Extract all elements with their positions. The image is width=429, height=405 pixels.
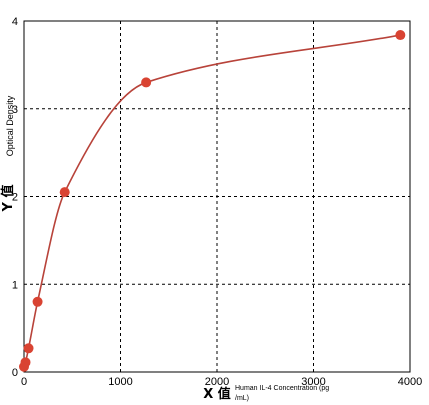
tick-labels: 0 1000 2000 3000 4000 0 1 2 3 4 xyxy=(12,16,422,388)
data-point xyxy=(23,343,34,354)
data-point xyxy=(20,357,31,368)
data-point xyxy=(141,77,152,88)
data-point xyxy=(32,296,43,307)
x-axis-title-line-2: /mL) xyxy=(235,395,249,402)
data-points xyxy=(19,30,406,372)
y-axis-title: Optical Density xyxy=(5,95,15,156)
data-point xyxy=(395,30,406,41)
x-tick-label: 0 xyxy=(21,376,27,388)
y-tick-label: 2 xyxy=(12,192,18,204)
x-tick-label: 1000 xyxy=(108,376,132,388)
y-tick-label: 3 xyxy=(12,104,18,116)
x-axis-marker: X 值 xyxy=(203,386,231,402)
y-tick-label: 1 xyxy=(12,279,18,291)
plot-area-frame xyxy=(23,20,411,373)
y-tick-label: 0 xyxy=(12,367,18,379)
fitted-curve xyxy=(23,34,401,367)
x-tick-label: 4000 xyxy=(398,376,422,388)
grid-lines xyxy=(24,21,410,372)
x-axis-title-line-1: Human IL-4 Concentration (pg xyxy=(235,385,329,392)
data-point xyxy=(59,187,70,198)
x-tick-label: 3000 xyxy=(301,376,325,388)
x-tick-label: 2000 xyxy=(205,376,229,388)
fitted-curve-layer xyxy=(23,34,401,367)
y-axis-marker: Y 值 xyxy=(0,185,16,213)
y-tick-label: 4 xyxy=(12,16,18,28)
